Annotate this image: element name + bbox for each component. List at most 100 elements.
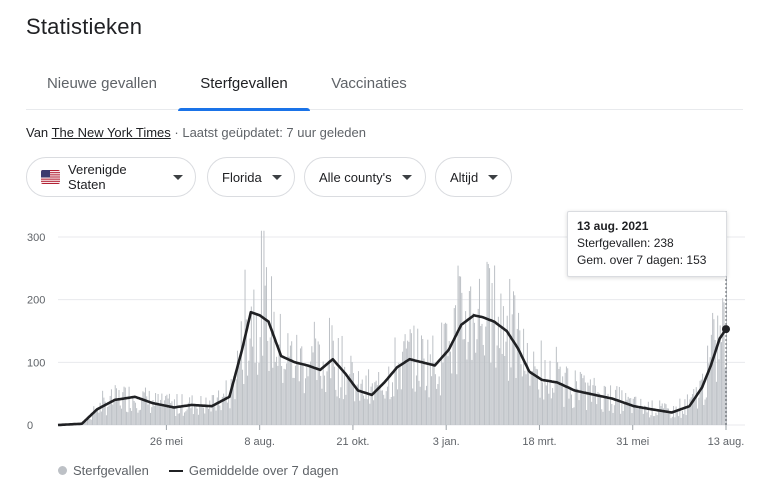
legend-bars-swatch: [58, 466, 67, 475]
bar: [717, 315, 719, 425]
bar: [616, 386, 618, 425]
bar: [496, 345, 498, 425]
x-tick-label: 13 aug.: [708, 436, 745, 448]
bar: [287, 333, 289, 425]
bar: [189, 397, 191, 425]
bar: [526, 342, 528, 425]
bar: [577, 388, 579, 425]
bar: [254, 362, 256, 425]
bar: [113, 401, 115, 425]
county-dropdown[interactable]: Alle county's: [304, 157, 426, 197]
bar: [475, 352, 477, 425]
bar: [726, 275, 728, 425]
bar: [245, 319, 247, 425]
bar: [699, 380, 701, 425]
bar: [568, 398, 570, 425]
legend-line-swatch: [168, 469, 183, 472]
chevron-down-icon: [173, 174, 183, 180]
last-updated: · Laatst geüpdatet: 7 uur geleden: [174, 125, 366, 140]
bar: [428, 397, 430, 425]
state-dropdown[interactable]: Florida: [207, 157, 295, 197]
us-flag-icon: [41, 170, 61, 184]
country-dropdown[interactable]: Verenigde Staten: [26, 157, 196, 197]
hover-point: [722, 325, 730, 334]
bar: [618, 386, 620, 425]
tooltip-avg: Gem. over 7 dagen: 153: [577, 253, 707, 267]
bar: [383, 394, 385, 425]
source-link[interactable]: The New York Times: [51, 125, 171, 140]
bar: [581, 373, 583, 425]
bar: [103, 397, 105, 425]
bar: [218, 390, 220, 425]
bar: [550, 398, 552, 425]
x-tick-label: 21 okt.: [336, 436, 369, 448]
tab-nieuwe-gevallen[interactable]: Nieuwe gevallen: [26, 58, 178, 110]
bar: [157, 393, 159, 425]
deaths-chart[interactable]: 0 100 200 300 26 mei 8 aug. 21 okt. 3 jan. 18 m…: [0, 205, 771, 460]
bar: [494, 265, 496, 425]
bar: [315, 338, 317, 425]
bar: [652, 416, 654, 425]
bar: [302, 365, 304, 425]
bar: [115, 388, 117, 425]
bar: [121, 408, 123, 425]
bar: [497, 316, 499, 425]
bar: [645, 406, 647, 425]
country-dropdown-label: Verenigde Staten: [68, 162, 127, 192]
bar: [602, 411, 604, 425]
bar: [373, 400, 375, 425]
bar: [139, 409, 141, 425]
bar: [611, 403, 613, 425]
bar: [412, 388, 414, 425]
bar: [539, 397, 541, 425]
bar: [582, 378, 584, 425]
bar: [303, 393, 305, 425]
bar: [378, 372, 380, 425]
bar: [419, 386, 421, 425]
bar: [381, 390, 383, 425]
bar: [458, 276, 460, 425]
bar: [693, 389, 695, 425]
bar: [207, 408, 209, 425]
bar: [397, 389, 399, 425]
chevron-down-icon: [488, 174, 499, 180]
bar: [264, 285, 266, 425]
bar: [487, 263, 489, 425]
bar: [341, 335, 343, 425]
bar: [249, 338, 251, 425]
bar: [400, 389, 402, 425]
bar: [540, 340, 542, 425]
bar: [477, 308, 479, 425]
chart-legend: Sterfgevallen Gemiddelde over 7 dagen: [58, 463, 339, 478]
tab-sterfgevallen[interactable]: Sterfgevallen: [178, 58, 310, 111]
bar: [95, 411, 97, 425]
bar: [247, 375, 249, 425]
bar: [506, 315, 508, 425]
bar: [603, 385, 605, 425]
bar: [136, 408, 138, 425]
bar: [468, 291, 470, 425]
bar: [552, 388, 554, 425]
bar: [700, 379, 702, 425]
bar: [686, 394, 688, 425]
bar: [128, 386, 130, 425]
bar: [443, 323, 445, 425]
bar: [530, 372, 532, 425]
bar: [681, 410, 683, 425]
avg-line: [57, 310, 728, 427]
bar: [187, 402, 189, 425]
tab-vaccinaties[interactable]: Vaccinaties: [310, 58, 428, 110]
bar: [598, 393, 600, 425]
bar: [649, 417, 651, 425]
bar: [263, 230, 265, 425]
bar: [591, 401, 593, 425]
bar: [543, 399, 545, 425]
period-dropdown[interactable]: Altijd: [435, 157, 512, 197]
bar: [545, 385, 547, 425]
bar: [137, 412, 139, 425]
chevron-down-icon: [401, 174, 412, 180]
bar: [386, 386, 388, 425]
bar: [336, 396, 338, 425]
tooltip-deaths: Sterfgevallen: 238: [577, 236, 674, 250]
bar: [334, 366, 336, 425]
